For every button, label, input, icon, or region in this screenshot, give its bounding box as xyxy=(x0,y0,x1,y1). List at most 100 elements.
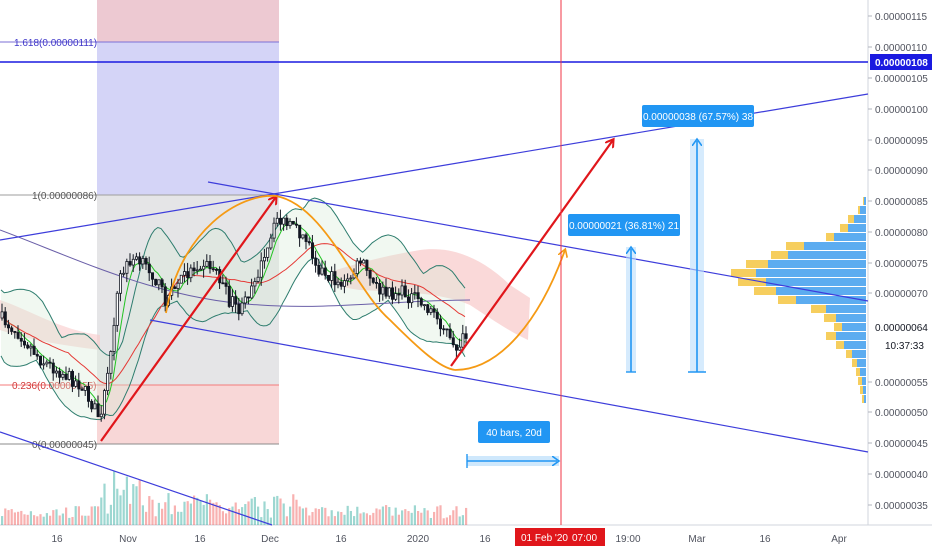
x-tick-label: Dec xyxy=(261,534,279,545)
candle-body xyxy=(234,296,238,305)
date-range-label-box[interactable] xyxy=(478,421,550,443)
candle-body xyxy=(176,282,180,289)
time-scale[interactable] xyxy=(0,525,932,550)
candle-body xyxy=(422,304,426,307)
volume-bar xyxy=(189,503,192,525)
candle-body xyxy=(464,333,468,339)
candle-body xyxy=(442,328,446,331)
band-fill xyxy=(1,198,465,420)
y-tick-label: 0.00000115 xyxy=(875,12,928,23)
volume-bar xyxy=(36,516,39,525)
candle-body xyxy=(19,337,23,342)
volume-bar xyxy=(74,506,77,525)
volume-bar xyxy=(145,511,148,525)
arrow[interactable] xyxy=(450,140,613,367)
candle-body xyxy=(16,332,20,339)
profile-bar xyxy=(864,395,866,403)
y-tick-label: 0.00000055 xyxy=(875,378,928,389)
volume-bar xyxy=(308,515,311,525)
volume-bar xyxy=(263,501,266,525)
candle-body xyxy=(35,354,39,357)
volume-bar xyxy=(13,512,16,525)
candle-body xyxy=(378,283,382,295)
volume-bar xyxy=(26,514,29,525)
volume-bar xyxy=(180,511,183,525)
profile-bar xyxy=(842,323,866,331)
x-tick-label: 2020 xyxy=(407,534,430,545)
volume-bar xyxy=(29,511,32,525)
candle-body xyxy=(266,247,270,258)
candle-body xyxy=(250,285,254,299)
candle-body xyxy=(202,265,206,270)
candle-body xyxy=(48,361,52,364)
candle-body xyxy=(326,274,330,281)
volume-bar xyxy=(167,493,170,525)
volume-bar xyxy=(106,513,109,525)
profile-bar xyxy=(848,215,854,223)
candle-body xyxy=(330,271,334,281)
candle-body xyxy=(426,304,430,313)
candle-body xyxy=(106,372,110,392)
candle-body xyxy=(64,373,68,380)
x-tick-label: 16 xyxy=(194,534,206,545)
measure-label-box[interactable] xyxy=(642,105,754,127)
profile-bar xyxy=(858,206,860,214)
profile-bar xyxy=(826,332,836,340)
volume-bar xyxy=(343,514,346,525)
arrow[interactable] xyxy=(100,197,276,442)
volume-bar xyxy=(61,513,64,525)
volume-bar xyxy=(10,509,13,525)
volume-bar xyxy=(461,515,464,525)
arc[interactable] xyxy=(165,195,277,314)
volume-bar xyxy=(52,510,55,525)
volume-bar xyxy=(93,506,96,525)
candle-body xyxy=(87,386,91,402)
volume-bar xyxy=(1,516,4,525)
x-tick-label: 19:00 xyxy=(615,534,640,545)
candle-body xyxy=(61,373,65,378)
countdown-label: 10:37:33 xyxy=(885,341,924,352)
candle-body xyxy=(45,361,49,365)
cloud-fill xyxy=(0,300,100,350)
volume-bar xyxy=(269,517,272,525)
volume-bar xyxy=(449,515,452,525)
y-tick-label: 0.00000070 xyxy=(875,289,928,300)
candle-body xyxy=(253,281,257,287)
volume-bar xyxy=(157,502,160,525)
candle-body xyxy=(122,272,126,275)
candle-body xyxy=(419,298,423,306)
volume-bar xyxy=(49,515,52,525)
volume-bar xyxy=(273,496,276,525)
current-price-label: 0.00000064 xyxy=(875,323,928,334)
price-scale[interactable] xyxy=(868,0,932,525)
candle-body xyxy=(371,277,375,283)
candle-body xyxy=(240,302,244,315)
volume-bar xyxy=(221,511,224,525)
profile-bar xyxy=(796,296,866,304)
trend-line[interactable] xyxy=(149,319,869,453)
volume-bar xyxy=(132,484,135,525)
candle-body xyxy=(291,220,295,225)
x-tick-label: 16 xyxy=(479,534,491,545)
profile-bar xyxy=(738,278,766,286)
volume-bar xyxy=(423,508,426,525)
trend-line[interactable] xyxy=(207,181,869,302)
trend-line[interactable] xyxy=(0,431,273,526)
volume-bar xyxy=(388,507,391,525)
candle-body xyxy=(445,328,449,331)
candle-body xyxy=(141,258,145,265)
arc[interactable] xyxy=(275,195,456,371)
candle-body xyxy=(448,328,452,339)
volume-bar xyxy=(234,502,237,525)
measure-label-box[interactable] xyxy=(568,214,680,236)
volume-bar xyxy=(282,503,285,525)
arc[interactable] xyxy=(454,250,565,371)
volume-bar xyxy=(164,502,167,525)
candle-body xyxy=(298,224,302,239)
volume-bar xyxy=(173,505,176,525)
candle-body xyxy=(71,371,75,387)
ichimoku-cloud xyxy=(0,249,530,350)
volume-bar xyxy=(404,509,407,525)
volume-bar xyxy=(452,510,455,525)
